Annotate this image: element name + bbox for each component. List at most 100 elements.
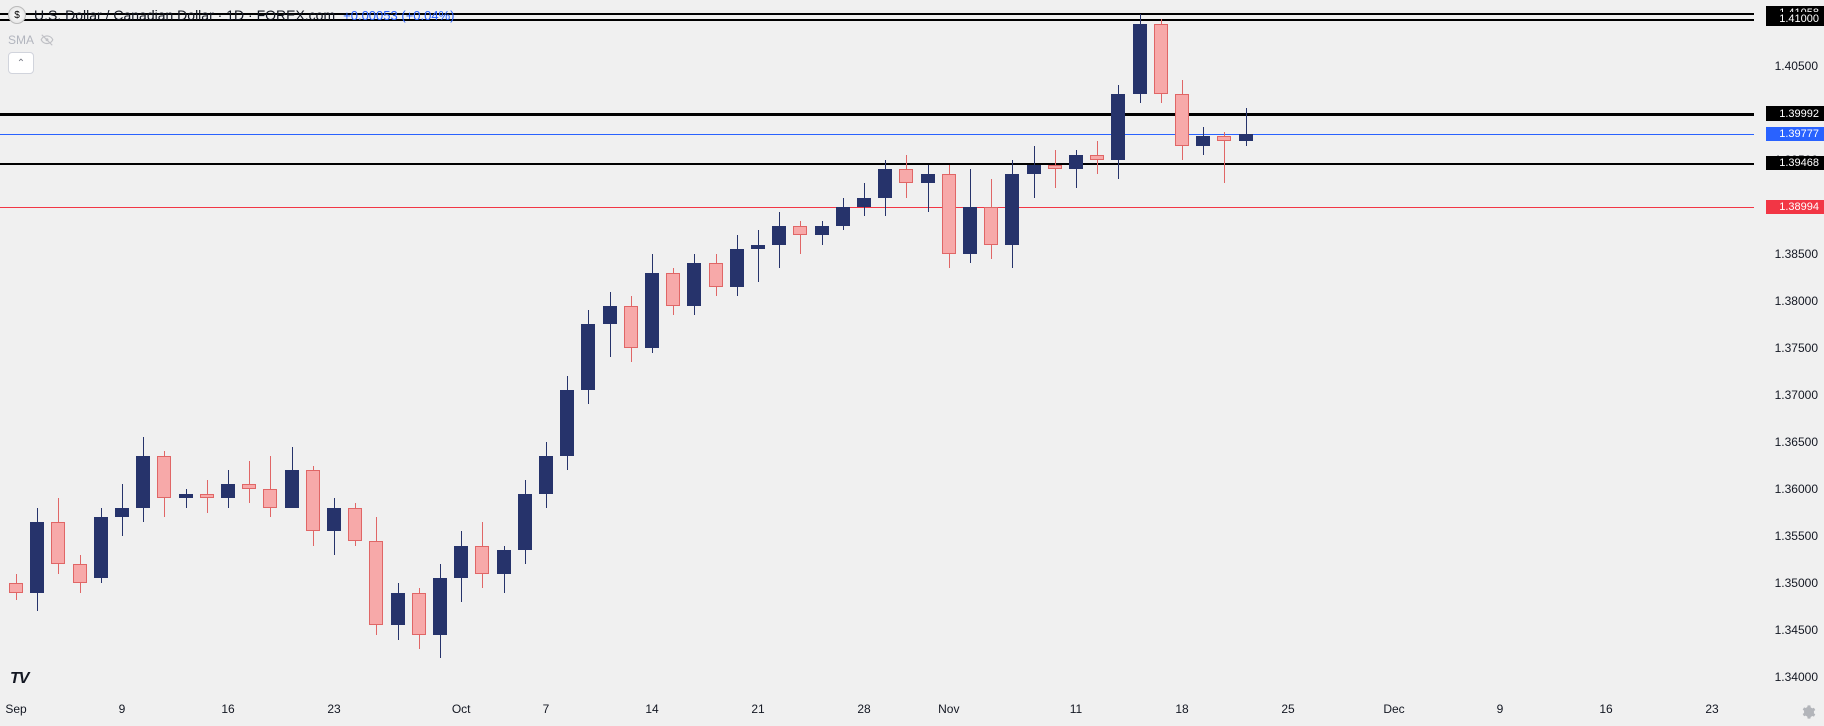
x-tick-label: 23 xyxy=(327,702,340,716)
chart-plot-area[interactable] xyxy=(0,0,1754,696)
candle-body[interactable] xyxy=(1027,165,1041,174)
candle-body[interactable] xyxy=(136,456,150,508)
horizontal-line[interactable] xyxy=(0,207,1754,208)
candle-body[interactable] xyxy=(709,263,723,287)
candle-body[interactable] xyxy=(1090,155,1104,160)
candle-body[interactable] xyxy=(899,169,913,183)
x-tick-label: Oct xyxy=(452,702,471,716)
candle-body[interactable] xyxy=(179,494,193,499)
price-change: +0.00053 (+0.04%) xyxy=(343,8,454,23)
data-source: FOREX.com xyxy=(257,7,336,23)
candle-body[interactable] xyxy=(327,508,341,532)
candle-body[interactable] xyxy=(51,522,65,564)
candle-body[interactable] xyxy=(285,470,299,508)
candle-body[interactable] xyxy=(1175,94,1189,146)
indicator-row[interactable]: SMA xyxy=(8,33,54,47)
candle-body[interactable] xyxy=(475,546,489,574)
candle-body[interactable] xyxy=(1133,24,1147,95)
candle-body[interactable] xyxy=(9,583,23,592)
y-tick-label: 1.35500 xyxy=(1775,529,1818,543)
change-pct: (+0.04%) xyxy=(401,8,454,23)
candle-body[interactable] xyxy=(94,517,108,578)
horizontal-line[interactable] xyxy=(0,163,1754,165)
candle-body[interactable] xyxy=(454,546,468,579)
timeframe: 1D xyxy=(226,7,244,23)
candle-body[interactable] xyxy=(221,484,235,498)
candle-body[interactable] xyxy=(857,198,871,207)
collapse-toggle-button[interactable]: ⌃ xyxy=(8,52,34,74)
candle-body[interactable] xyxy=(518,494,532,550)
candle-body[interactable] xyxy=(1154,24,1168,95)
candle-body[interactable] xyxy=(1239,134,1253,141)
candle-body[interactable] xyxy=(645,273,659,348)
price-tag: 1.39992 xyxy=(1766,107,1824,121)
price-tag: 1.38994 xyxy=(1766,200,1824,214)
candle-body[interactable] xyxy=(772,226,786,245)
y-tick-label: 1.34000 xyxy=(1775,670,1818,684)
candle-body[interactable] xyxy=(560,390,574,456)
candle-body[interactable] xyxy=(836,207,850,226)
candle-wick xyxy=(610,292,611,358)
candle-body[interactable] xyxy=(963,207,977,254)
candle-body[interactable] xyxy=(815,226,829,235)
candle-body[interactable] xyxy=(878,169,892,197)
candle-body[interactable] xyxy=(306,470,320,531)
candle-body[interactable] xyxy=(115,508,129,517)
candle-body[interactable] xyxy=(30,522,44,593)
price-tag: 1.39468 xyxy=(1766,156,1824,170)
candle-body[interactable] xyxy=(369,541,383,626)
time-axis[interactable]: Sep91623Oct7142128Nov111825Dec91623 xyxy=(0,696,1754,726)
candle-body[interactable] xyxy=(433,578,447,634)
candle-wick xyxy=(270,456,271,517)
y-tick-label: 1.36000 xyxy=(1775,482,1818,496)
candle-body[interactable] xyxy=(942,174,956,254)
horizontal-line[interactable] xyxy=(0,134,1754,135)
candle-body[interactable] xyxy=(1111,94,1125,160)
candle-wick xyxy=(758,230,759,282)
y-tick-label: 1.38000 xyxy=(1775,294,1818,308)
candle-body[interactable] xyxy=(1005,174,1019,245)
symbol-title[interactable]: U.S. Dollar / Canadian Dollar · 1D · FOR… xyxy=(34,7,335,23)
x-tick-label: Dec xyxy=(1383,702,1404,716)
candle-body[interactable] xyxy=(412,593,426,635)
candle-body[interactable] xyxy=(1217,136,1231,141)
y-tick-label: 1.37500 xyxy=(1775,341,1818,355)
candle-body[interactable] xyxy=(391,593,405,626)
price-tag: 1.41000 xyxy=(1766,12,1824,26)
candle-body[interactable] xyxy=(348,508,362,541)
tradingview-logo: TV xyxy=(10,670,28,688)
candle-wick xyxy=(928,165,929,212)
candle-body[interactable] xyxy=(793,226,807,235)
candle-body[interactable] xyxy=(157,456,171,498)
y-tick-label: 1.36500 xyxy=(1775,435,1818,449)
gear-icon[interactable] xyxy=(1800,704,1816,720)
price-tag: 1.39777 xyxy=(1766,127,1824,141)
candle-wick xyxy=(249,461,250,503)
candle-body[interactable] xyxy=(687,263,701,305)
candle-body[interactable] xyxy=(603,306,617,325)
candle-body[interactable] xyxy=(921,174,935,183)
candle-body[interactable] xyxy=(1069,155,1083,169)
y-tick-label: 1.40500 xyxy=(1775,59,1818,73)
candle-body[interactable] xyxy=(539,456,553,494)
x-tick-label: 23 xyxy=(1705,702,1718,716)
candle-body[interactable] xyxy=(497,550,511,574)
candle-body[interactable] xyxy=(73,564,87,583)
candle-body[interactable] xyxy=(1048,165,1062,170)
candle-body[interactable] xyxy=(984,207,998,245)
horizontal-line[interactable] xyxy=(0,114,1754,116)
candle-body[interactable] xyxy=(200,494,214,499)
candle-body[interactable] xyxy=(666,273,680,306)
candle-body[interactable] xyxy=(1196,136,1210,145)
x-tick-label: 21 xyxy=(751,702,764,716)
y-tick-label: 1.37000 xyxy=(1775,388,1818,402)
x-tick-label: 14 xyxy=(645,702,658,716)
candle-body[interactable] xyxy=(581,324,595,390)
y-tick-label: 1.35000 xyxy=(1775,576,1818,590)
candle-body[interactable] xyxy=(624,306,638,348)
candle-body[interactable] xyxy=(730,249,744,287)
candle-body[interactable] xyxy=(751,245,765,250)
candle-body[interactable] xyxy=(242,484,256,489)
candle-body[interactable] xyxy=(263,489,277,508)
price-axis[interactable]: 1.340001.345001.350001.355001.360001.365… xyxy=(1754,0,1824,696)
